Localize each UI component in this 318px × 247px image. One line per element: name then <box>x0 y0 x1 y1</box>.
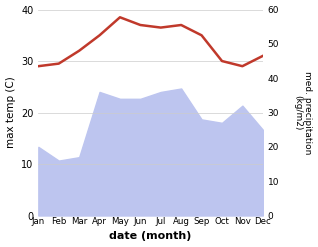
Y-axis label: med. precipitation
(kg/m2): med. precipitation (kg/m2) <box>293 71 313 154</box>
Y-axis label: max temp (C): max temp (C) <box>5 77 16 148</box>
X-axis label: date (month): date (month) <box>109 231 192 242</box>
